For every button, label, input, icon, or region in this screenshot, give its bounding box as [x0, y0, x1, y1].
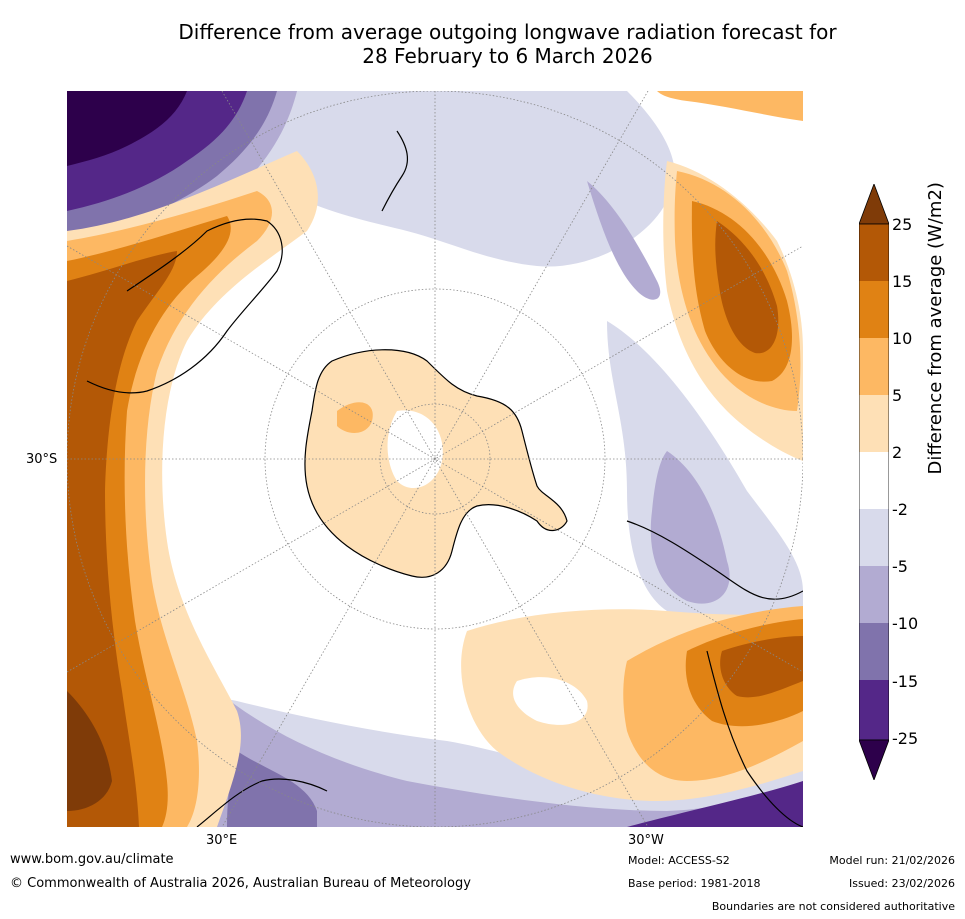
south-america-outline — [626, 520, 803, 600]
lon-label-30e: 30°E — [206, 833, 238, 848]
colorbar-tick: 15 — [892, 272, 913, 291]
colorbar-tick: 10 — [892, 329, 913, 348]
colorbar-bin — [859, 281, 889, 338]
anomaly-region-neg-moderate — [650, 451, 730, 604]
anomaly-region-neg-moderate — [207, 691, 803, 827]
south-america-outline — [706, 650, 803, 827]
anomaly-region-neg-extreme — [627, 781, 803, 827]
colorbar-tick: 5 — [892, 386, 903, 405]
anomaly-region-neg-weak — [607, 321, 803, 651]
title-line-2: 28 February to 6 March 2026 — [362, 44, 653, 68]
anomaly-region-neg-weak — [217, 91, 675, 267]
colorbar-over-arrow — [859, 184, 889, 225]
footer-model: Model: ACCESS-S2 — [628, 854, 730, 867]
footer-website: www.bom.gov.au/climate — [10, 852, 174, 867]
new-zealand-outline — [381, 130, 409, 212]
footer-base-period: Base period: 1981-2018 — [628, 877, 761, 890]
colorbar-tick: -10 — [892, 614, 919, 633]
colorbar-tick: -2 — [892, 500, 908, 519]
anomaly-region-neg-extreme — [67, 91, 187, 166]
colorbar-tick: -15 — [892, 672, 919, 691]
africa-outline — [196, 778, 328, 827]
footer-disclaimer: Boundaries are not considered authoritat… — [711, 900, 955, 913]
graticule — [67, 91, 803, 827]
anomaly-region-pos-moderate — [657, 91, 803, 121]
anomaly-region-neutral — [513, 677, 588, 725]
colorbar-bin — [859, 623, 889, 680]
colorbar-tick: 2 — [892, 443, 903, 462]
australia-outline — [86, 218, 283, 394]
footer-copyright: © Commonwealth of Australia 2026, Austra… — [10, 876, 471, 891]
colorbar-bin — [859, 452, 889, 509]
anomaly-region-pos-moderate — [337, 402, 373, 433]
colorbar-bin — [859, 566, 889, 623]
title-line-1: Difference from average outgoing longwav… — [178, 20, 837, 44]
anomaly-region-pos-extreme — [67, 691, 112, 811]
anomaly-region-pos-very-strong — [715, 221, 779, 354]
footer-model-run: Model run: 21/02/2026 — [829, 854, 955, 867]
colorbar-bin — [859, 338, 889, 395]
colorbar-bin — [859, 680, 889, 740]
colorbar-bin — [859, 395, 889, 452]
anomaly-region-neg-moderate — [587, 181, 661, 300]
footer-issued: Issued: 23/02/2026 — [848, 877, 955, 890]
colorbar-tick: -25 — [892, 729, 919, 748]
chart-title: Difference from average outgoing longwav… — [0, 20, 965, 68]
colorbar-label: Difference from average (W/m2) — [925, 182, 946, 475]
lat-label-30s: 30°S — [26, 452, 58, 467]
anomaly-region-neutral — [387, 410, 443, 489]
colorbar-tick: -5 — [892, 557, 908, 576]
anomaly-region-pos-very-strong — [720, 636, 803, 698]
colorbar-under-arrow — [859, 739, 889, 780]
colorbar-bin — [859, 509, 889, 566]
lon-label-30w: 30°W — [628, 833, 664, 848]
anomaly-region-pos-very-strong — [67, 251, 177, 827]
colorbar-bin — [859, 224, 889, 281]
colorbar-tick: 25 — [892, 215, 913, 234]
polar-map — [67, 91, 803, 827]
colorbar — [859, 184, 889, 780]
